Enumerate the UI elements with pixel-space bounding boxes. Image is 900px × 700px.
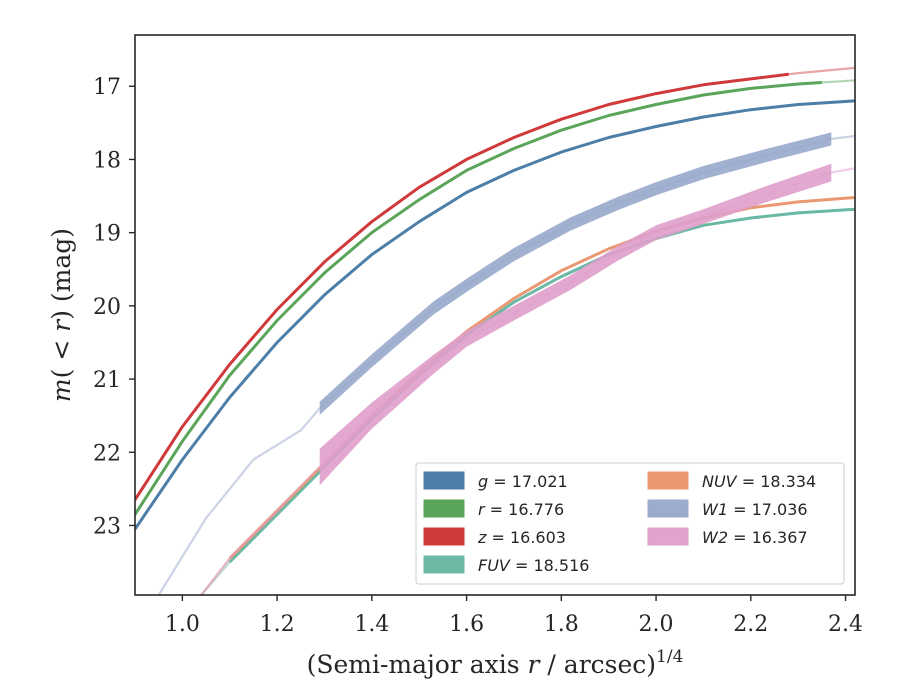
y-tick-label: 18: [93, 148, 121, 173]
series-layer: [135, 66, 855, 595]
x-axis-label: (Semi-major axis r / arcsec)1/4: [307, 647, 684, 679]
series-line: [135, 72, 789, 501]
y-tick-label: 20: [93, 295, 121, 320]
x-tick-label: 2.4: [828, 612, 863, 637]
y-tick-label: 19: [93, 222, 121, 247]
series-g: [135, 99, 855, 530]
x-tick-label: 1.0: [165, 612, 200, 637]
series-W2: [200, 163, 855, 595]
y-tick-label: 23: [93, 514, 121, 539]
series-line: [135, 81, 822, 516]
y-tick-label: 21: [93, 368, 121, 393]
legend-swatch: [423, 471, 465, 490]
legend: g = 17.021 r = 16.776 z = 16.603 FUV = 18.5…: [415, 462, 845, 585]
legend-frame: [415, 462, 845, 585]
x-tick-label: 1.2: [260, 612, 295, 637]
plot-frame: [134, 34, 856, 596]
legend-swatch: [647, 471, 689, 490]
legend-label: FUV = 18.516: [478, 556, 589, 575]
legend-swatch: [647, 527, 689, 546]
legend-label: NUV = 18.334: [702, 472, 816, 491]
x-tick-label: 2.0: [639, 612, 674, 637]
legend-label: W2 = 16.367: [702, 528, 808, 547]
y-axis-label: m( < r) (mag): [47, 228, 76, 402]
legend-swatch: [423, 499, 465, 518]
x-axis-ticks: 1.0 1.2 1.4 1.6 1.8 2.0 2.2 2.4: [165, 595, 863, 637]
legend-swatch: [647, 499, 689, 518]
x-tick-label: 1.6: [449, 612, 484, 637]
y-axis-ticks: 17 18 19 20 21 22 23: [93, 75, 135, 539]
legend-item-W1: W1 = 17.036: [647, 499, 808, 519]
series-line: [135, 99, 855, 530]
legend-item-g: g = 17.021: [423, 471, 568, 491]
y-tick-label: 22: [93, 441, 121, 466]
x-tick-label: 1.8: [544, 612, 579, 637]
legend-item-r: r = 16.776: [423, 499, 564, 519]
series-band: [319, 163, 832, 486]
legend-label: z = 16.603: [477, 528, 566, 547]
legend-item-FUV: FUV = 18.516: [423, 555, 589, 575]
legend-swatch: [423, 527, 465, 546]
legend-item-NUV: NUV = 18.334: [647, 471, 816, 491]
legend-swatch: [423, 555, 465, 574]
legend-label: W1 = 17.036: [702, 500, 808, 519]
series-r: [135, 79, 855, 516]
x-tick-label: 1.4: [354, 612, 389, 637]
legend-item-z: z = 16.603: [423, 527, 566, 547]
legend-label: g = 17.021: [478, 472, 568, 491]
y-tick-label: 17: [93, 75, 121, 100]
series-W1: [157, 132, 855, 595]
series-z: [135, 66, 855, 501]
legend-item-W2: W2 = 16.367: [647, 527, 808, 547]
legend-label: r = 16.776: [478, 500, 564, 519]
x-tick-label: 2.2: [733, 612, 768, 637]
